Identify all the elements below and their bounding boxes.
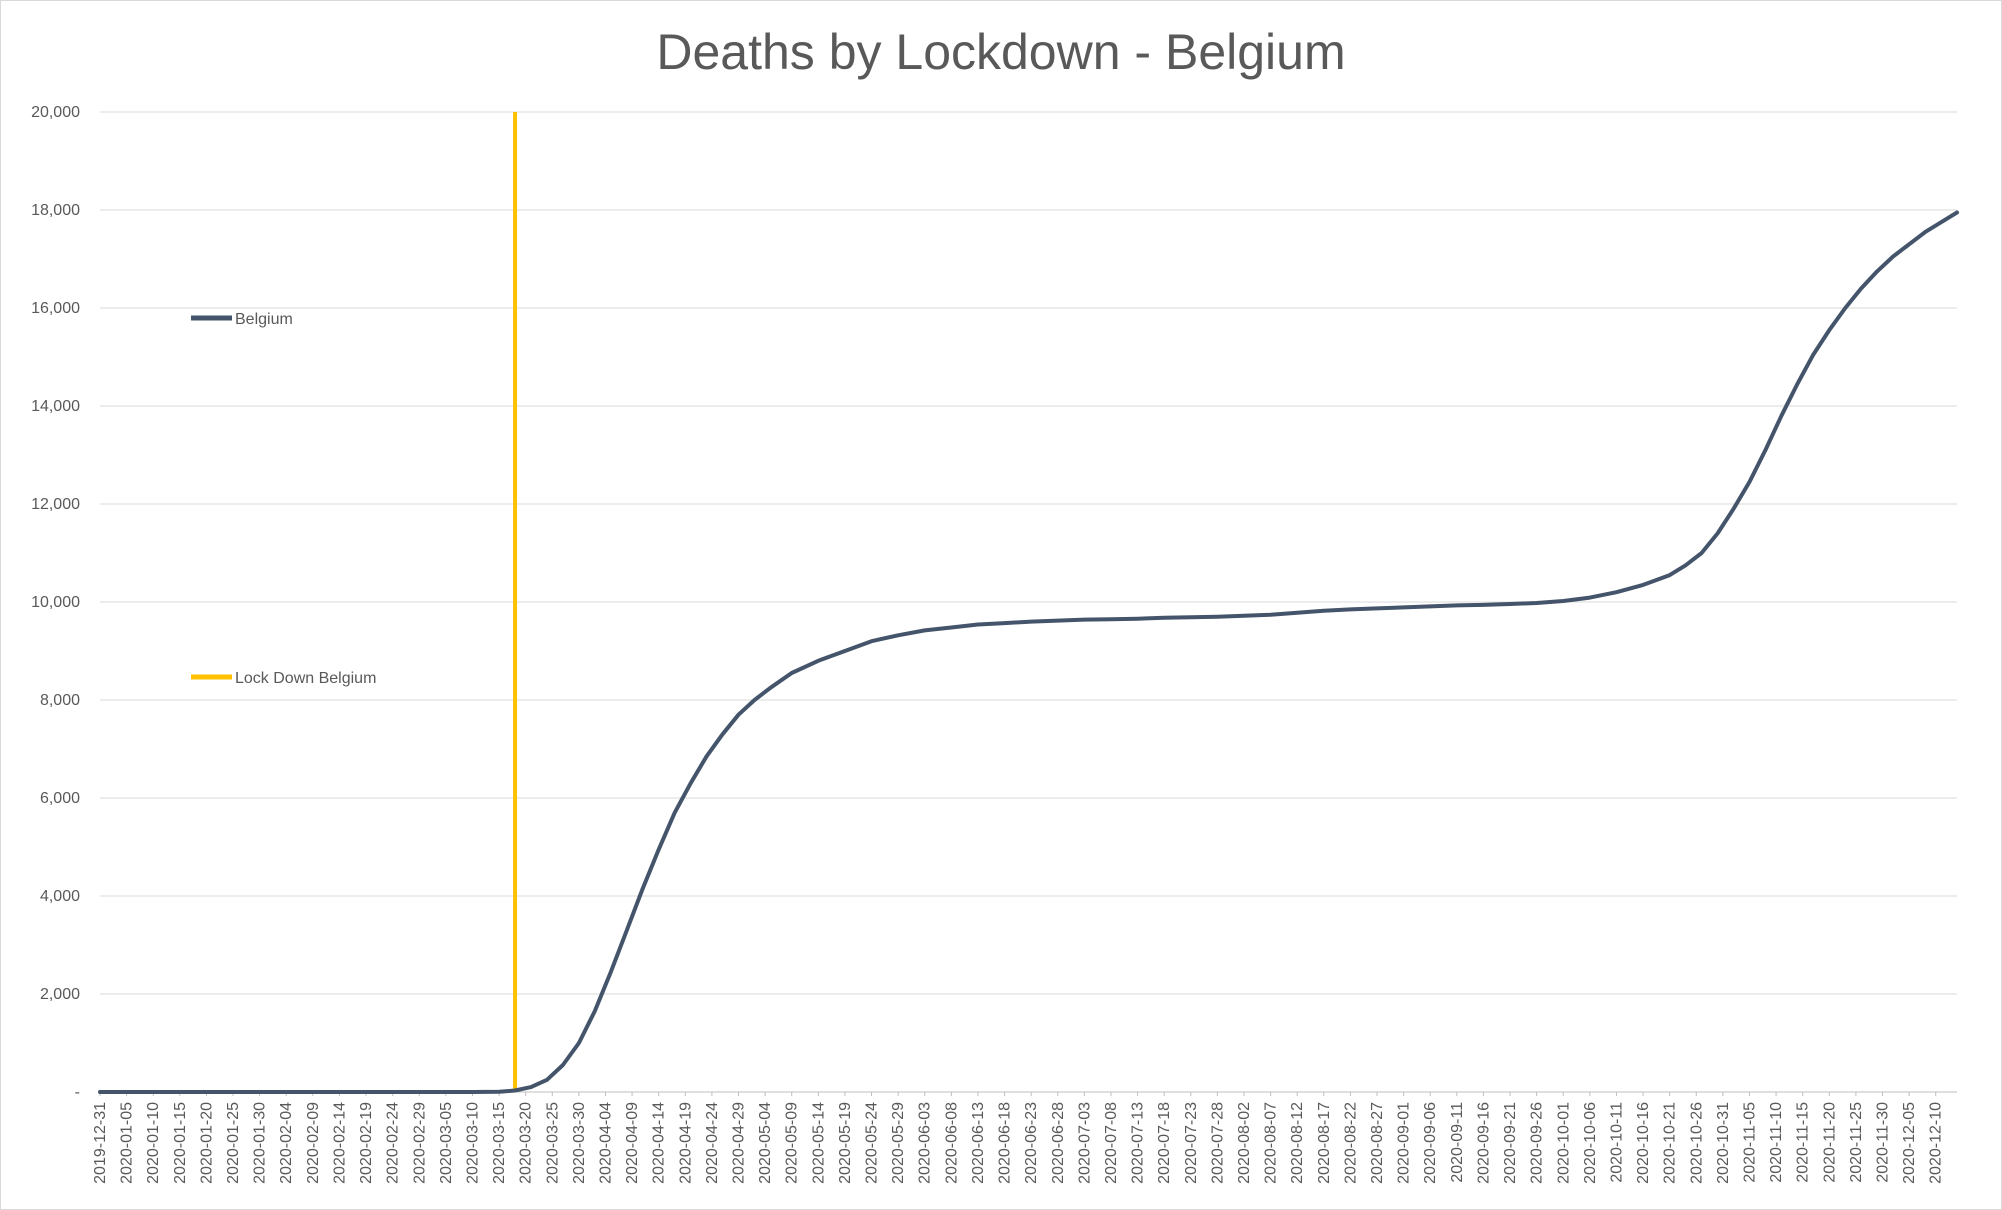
x-tick-label: 2020-09-26 [1529,1102,1546,1184]
x-tick-label: 2020-10-26 [1688,1102,1705,1184]
x-tick-label: 2020-07-08 [1103,1102,1120,1184]
legend: Belgium Lock Down Belgium [191,311,376,687]
x-tick-label: 2020-07-23 [1183,1102,1200,1184]
x-tick-label: 2020-04-29 [731,1102,748,1184]
x-tick-label: 2020-04-09 [624,1102,641,1184]
y-tick-label: 2,000 [40,986,80,1003]
y-tick-label: 6,000 [40,790,80,807]
x-tick-label: 2020-04-19 [677,1102,694,1184]
x-tick-label: 2020-06-03 [917,1102,934,1184]
x-tick-label: 2020-11-25 [1848,1102,1865,1183]
x-tick-label: 2020-09-06 [1422,1102,1439,1184]
x-tick-label: 2020-08-17 [1316,1102,1333,1184]
x-tick-label: 2020-08-27 [1369,1102,1386,1184]
x-tick-label: 2020-10-01 [1555,1102,1572,1184]
x-tick-label: 2020-02-14 [331,1102,348,1184]
y-tick-label: 20,000 [31,104,80,121]
x-tick-label: 2020-11-15 [1795,1102,1812,1183]
x-tick-label: 2020-05-24 [864,1102,881,1184]
x-tick-label: 2020-06-28 [1050,1102,1067,1184]
y-tick-label: 16,000 [31,300,80,317]
y-tick-label: 12,000 [31,496,80,513]
y-tick-label: 8,000 [40,692,80,709]
x-axis-tick-labels: 2019-12-31 2020-01-05 2020-01-10 2020-01-15… [92,1092,1945,1184]
x-tick-label: 2020-08-07 [1263,1102,1280,1184]
x-tick-label: 2020-07-28 [1209,1102,1226,1184]
x-tick-label: 2020-09-01 [1396,1102,1413,1184]
y-tick-label: 10,000 [31,594,80,611]
x-tick-label: 2020-06-18 [997,1102,1014,1184]
x-tick-label: 2020-09-11 [1449,1102,1466,1183]
x-tick-label: 2020-05-09 [784,1102,801,1184]
x-tick-label: 2020-07-03 [1076,1102,1093,1184]
x-tick-label: 2020-11-30 [1875,1102,1892,1183]
series-line-belgium [98,210,1959,1094]
x-tick-label: 2020-10-31 [1715,1102,1732,1184]
x-tick-label: 2020-03-05 [438,1102,455,1184]
y-tick-label: 4,000 [40,888,80,905]
x-tick-label: 2020-03-25 [544,1102,561,1184]
y-tick-label: - [75,1084,80,1101]
x-tick-label: 2020-05-19 [837,1102,854,1184]
x-tick-label: 2020-01-30 [252,1102,269,1184]
x-tick-label: 2020-08-12 [1289,1102,1306,1184]
x-tick-label: 2020-10-21 [1662,1102,1679,1184]
x-tick-label: 2020-02-29 [411,1102,428,1184]
x-tick-label: 2020-07-18 [1156,1102,1173,1184]
x-tick-label: 2020-06-23 [1023,1102,1040,1184]
legend-item-belgium-label: Belgium [235,311,293,328]
x-tick-label: 2020-03-15 [491,1102,508,1184]
x-tick-label: 2020-04-24 [704,1102,721,1184]
x-tick-label: 2020-01-10 [145,1102,162,1184]
x-tick-label: 2020-05-29 [890,1102,907,1184]
x-tick-label: 2020-12-10 [1928,1102,1945,1184]
x-tick-label: 2020-08-22 [1342,1102,1359,1184]
x-tick-label: 2020-08-02 [1236,1102,1253,1184]
grid-lines [100,111,1957,1093]
x-tick-label: 2020-03-10 [464,1102,481,1184]
x-tick-label: 2020-04-04 [597,1102,614,1184]
x-tick-label: 2020-10-11 [1608,1102,1625,1183]
x-tick-label: 2020-10-16 [1635,1102,1652,1184]
x-tick-label: 2020-03-20 [518,1102,535,1184]
x-tick-label: 2020-01-20 [198,1102,215,1184]
x-tick-label: 2020-04-14 [651,1102,668,1184]
x-tick-label: 2020-09-16 [1475,1102,1492,1184]
chart-title: Deaths by Lockdown - Belgium [656,24,1345,80]
x-tick-label: 2020-05-14 [810,1102,827,1184]
x-tick-label: 2020-02-09 [305,1102,322,1184]
legend-item-lockdown-label: Lock Down Belgium [235,670,376,687]
x-tick-label: 2020-11-10 [1768,1102,1785,1183]
x-tick-label: 2020-02-24 [385,1102,402,1184]
x-tick-label: 2020-11-05 [1741,1102,1758,1183]
x-tick-label: 2020-11-20 [1821,1102,1838,1183]
x-tick-label: 2020-06-13 [970,1102,987,1184]
x-tick-label: 2020-10-06 [1582,1102,1599,1184]
x-tick-label: 2019-12-31 [92,1102,109,1184]
x-tick-label: 2020-12-05 [1901,1102,1918,1184]
x-tick-label: 2020-06-08 [943,1102,960,1184]
x-tick-label: 2020-01-15 [172,1102,189,1184]
x-tick-label: 2020-03-30 [571,1102,588,1184]
series-lines [98,210,1959,1094]
x-tick-label: 2020-02-19 [358,1102,375,1184]
x-tick-label: 2020-09-21 [1502,1102,1519,1184]
y-axis-tick-labels: - 2,000 4,000 6,000 8,000 10,000 12,000 14,000 1… [31,104,80,1101]
y-tick-label: 14,000 [31,398,80,415]
x-tick-label: 2020-02-04 [278,1102,295,1184]
x-tick-label: 2020-07-13 [1130,1102,1147,1184]
y-tick-label: 18,000 [31,202,80,219]
x-tick-label: 2020-05-04 [757,1102,774,1184]
x-tick-label: 2020-01-05 [119,1102,136,1184]
x-tick-label: 2020-01-25 [225,1102,242,1184]
